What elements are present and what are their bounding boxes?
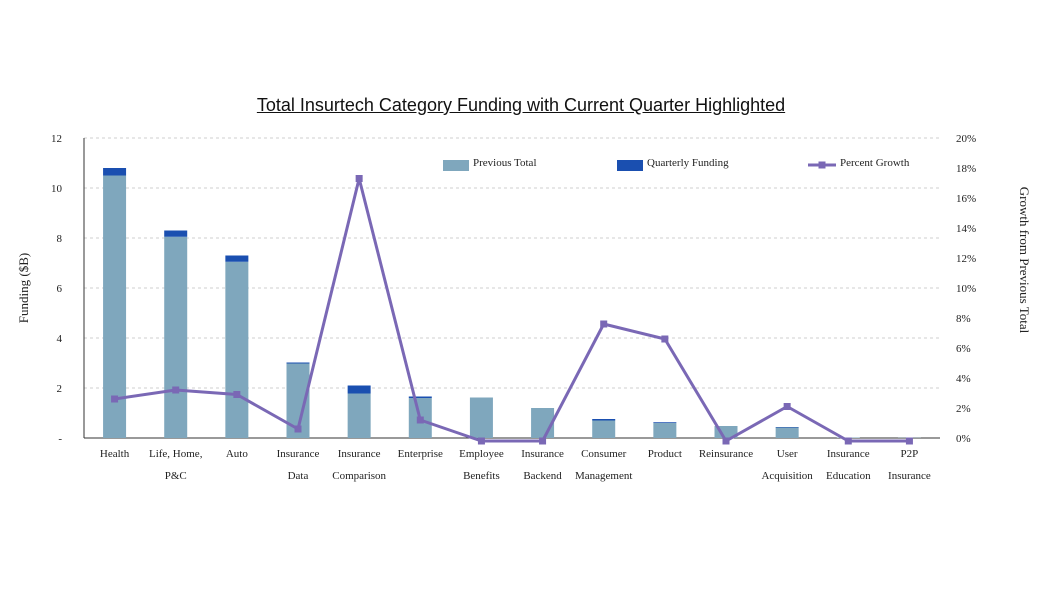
y2-tick-label: 8% bbox=[956, 313, 971, 325]
percent-growth-point bbox=[844, 437, 852, 445]
percent-growth-point bbox=[722, 437, 730, 445]
x-tick-label: Insurance bbox=[521, 448, 564, 460]
bar-quarterly-funding bbox=[225, 255, 249, 262]
y-tick-label: 8 bbox=[57, 233, 63, 245]
x-tick-label: Backend bbox=[523, 470, 562, 482]
percent-growth-point bbox=[172, 386, 180, 394]
x-tick-label: Comparison bbox=[332, 470, 386, 482]
y2-tick-label: 0% bbox=[956, 433, 971, 445]
x-tick-label: Insurance bbox=[888, 470, 931, 482]
percent-growth-point bbox=[661, 335, 669, 343]
y-tick-label: 2 bbox=[57, 383, 63, 395]
percent-growth-point bbox=[416, 416, 424, 424]
y2-tick-label: 18% bbox=[956, 163, 976, 175]
bar-previous-total bbox=[225, 261, 249, 438]
bar-quarterly-funding bbox=[408, 396, 432, 398]
legend-label-previous-total: Previous Total bbox=[473, 157, 537, 169]
percent-growth-point bbox=[477, 437, 485, 445]
legend-label-percent-growth: Percent Growth bbox=[840, 157, 910, 169]
x-tick-label: Benefits bbox=[463, 470, 500, 482]
x-tick-label: Management bbox=[575, 470, 632, 482]
x-tick-label: Consumer bbox=[581, 448, 627, 460]
bar-previous-total bbox=[164, 236, 188, 438]
x-tick-label: P&C bbox=[165, 470, 187, 482]
x-tick-label: Reinsurance bbox=[699, 448, 753, 460]
x-tick-label: User bbox=[777, 448, 798, 460]
bar-quarterly-funding bbox=[347, 385, 371, 394]
x-tick-label: Life, Home, bbox=[149, 448, 203, 460]
y2-tick-label: 6% bbox=[956, 343, 971, 355]
y2-tick-label: 14% bbox=[956, 223, 976, 235]
legend-label-quarterly-funding: Quarterly Funding bbox=[647, 157, 729, 169]
x-tick-label: Insurance bbox=[338, 448, 381, 460]
chart-title: Total Insurtech Category Funding with Cu… bbox=[256, 95, 786, 115]
percent-growth-point bbox=[355, 175, 363, 182]
percent-growth-point bbox=[783, 403, 791, 410]
legend-swatch-previous-total bbox=[443, 160, 469, 171]
percent-growth-point bbox=[294, 425, 302, 433]
bar-quarterly-funding bbox=[164, 230, 188, 237]
x-tick-label: Employee bbox=[459, 448, 504, 460]
y2-tick-label: 4% bbox=[956, 373, 971, 385]
x-tick-label: Auto bbox=[226, 448, 249, 460]
x-tick-label: Product bbox=[648, 448, 682, 460]
bar-previous-total bbox=[469, 397, 493, 438]
percent-growth-point bbox=[233, 391, 241, 398]
y2-axis-title: Growth from Previous Total bbox=[1017, 187, 1032, 334]
bar-quarterly-funding bbox=[592, 419, 616, 421]
y-tick-label: 4 bbox=[57, 333, 63, 345]
y-tick-label: 12 bbox=[51, 133, 62, 145]
y2-tick-label: 20% bbox=[956, 133, 976, 145]
y2-tick-label: 12% bbox=[956, 253, 976, 265]
bar-quarterly-funding bbox=[653, 422, 677, 423]
bar-previous-total bbox=[592, 420, 616, 438]
bar-previous-total bbox=[347, 393, 371, 438]
y2-tick-label: 2% bbox=[956, 403, 971, 415]
x-tick-label: Enterprise bbox=[398, 448, 443, 460]
legend-marker-percent-growth bbox=[818, 161, 826, 169]
percent-growth-point bbox=[905, 437, 913, 445]
bar-previous-total bbox=[775, 427, 799, 438]
legend-swatch-quarterly-funding bbox=[617, 160, 643, 171]
bar-previous-total bbox=[653, 423, 677, 438]
y-tick-label: - bbox=[58, 433, 62, 445]
y2-tick-label: 10% bbox=[956, 283, 976, 295]
bar-previous-total bbox=[103, 175, 127, 438]
x-tick-label: Health bbox=[100, 448, 130, 460]
x-tick-label: Insurance bbox=[827, 448, 870, 460]
percent-growth-point bbox=[539, 437, 547, 445]
percent-growth-point bbox=[600, 320, 608, 328]
bar-quarterly-funding bbox=[103, 168, 127, 176]
x-tick-label: Insurance bbox=[277, 448, 320, 460]
y-axis-title: Funding ($B) bbox=[16, 253, 31, 323]
bar-quarterly-funding bbox=[286, 362, 310, 364]
y2-tick-label: 16% bbox=[956, 193, 976, 205]
bar-quarterly-funding bbox=[775, 427, 799, 428]
x-tick-label: Acquisition bbox=[761, 470, 813, 482]
bar-previous-total bbox=[286, 363, 310, 438]
y-tick-label: 6 bbox=[57, 283, 63, 295]
percent-growth-point bbox=[111, 395, 119, 403]
percent-growth-line bbox=[114, 177, 910, 443]
x-tick-label: Education bbox=[826, 470, 871, 482]
x-tick-label: Data bbox=[288, 470, 309, 482]
x-tick-label: P2P bbox=[901, 448, 919, 460]
y-tick-label: 10 bbox=[51, 183, 63, 195]
